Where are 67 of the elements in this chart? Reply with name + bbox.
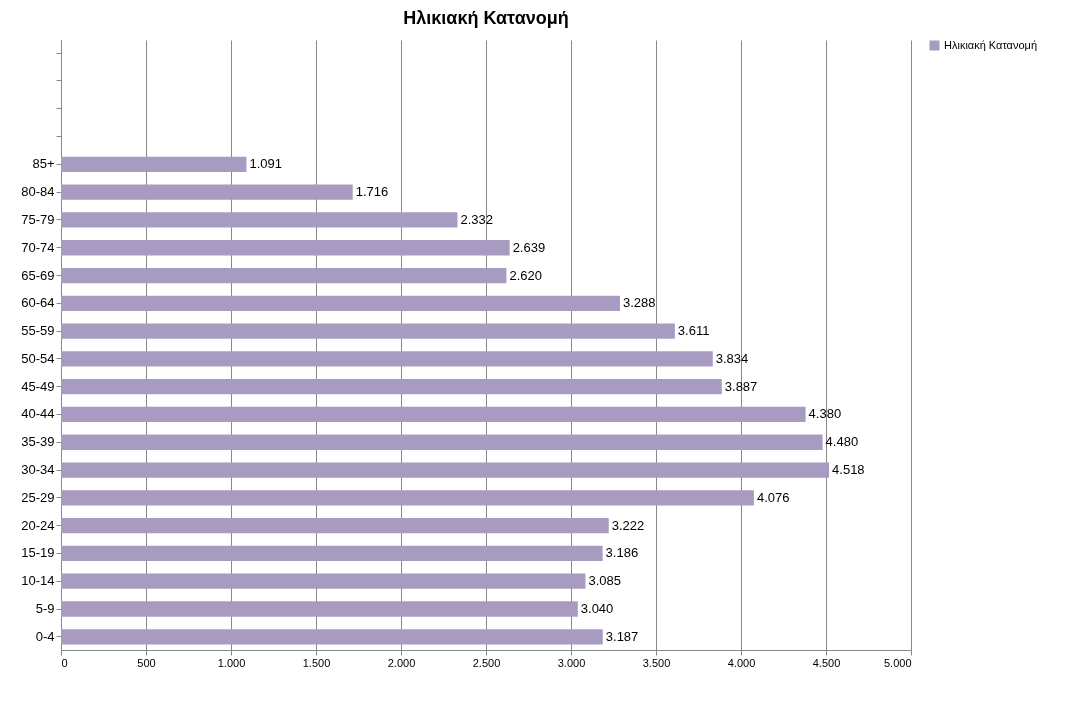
data-label: 3.288 [622, 295, 656, 311]
data-label: 2.620 [509, 267, 542, 283]
y-tick-label: 55-59 [21, 323, 55, 339]
y-tick-label: 75-79 [21, 211, 55, 227]
data-label: 3.611 [677, 323, 710, 339]
x-tick-label: 2.500 [472, 656, 501, 669]
data-label: 3.834 [715, 350, 749, 366]
data-label: 4.480 [825, 434, 859, 450]
y-tick-label: 35-39 [21, 434, 55, 450]
data-label: 4.380 [808, 406, 842, 422]
y-tick-label: 30-34 [21, 462, 55, 478]
bar [61, 601, 578, 617]
bar [61, 184, 353, 200]
y-tick-label: 15-19 [21, 545, 55, 561]
bar [61, 295, 620, 311]
x-tick-label: 4.500 [812, 656, 841, 669]
y-tick-label: 10-14 [21, 573, 55, 589]
data-label: 3.085 [588, 573, 621, 589]
x-tick-label: 5.000 [883, 656, 912, 669]
y-tick-label: 5-9 [35, 601, 55, 617]
x-tick-label: 1.000 [217, 656, 246, 669]
data-label: 3.186 [605, 545, 639, 561]
data-label: 1.091 [249, 156, 283, 172]
y-tick-label: 40-44 [21, 406, 55, 422]
x-tick-label: 2.000 [387, 656, 416, 669]
y-tick-label: 65-69 [21, 267, 55, 283]
y-tick-label: 25-29 [21, 489, 55, 505]
bar [61, 267, 507, 284]
y-tick-label: 20-24 [21, 517, 55, 533]
x-tick-label: 0 [61, 656, 68, 669]
x-tick-label: 3.500 [642, 656, 671, 669]
data-label: 2.639 [512, 239, 546, 255]
data-label: 2.332 [460, 211, 493, 227]
bar [61, 240, 510, 256]
bar [61, 379, 722, 395]
data-label: 3.040 [580, 601, 614, 617]
data-label: 3.187 [605, 628, 639, 644]
x-tick-label: 3.000 [557, 656, 586, 669]
bar [61, 156, 247, 172]
x-tick-label: 4.000 [727, 656, 756, 669]
bar [61, 434, 823, 450]
bar [61, 545, 603, 562]
bar [61, 518, 609, 534]
data-label: 4.518 [832, 462, 865, 478]
data-label: 3.222 [611, 517, 645, 533]
y-tick-label: 85+ [32, 156, 55, 172]
y-tick-label: 70-74 [21, 239, 55, 255]
bar [61, 212, 458, 228]
bar [61, 573, 586, 589]
data-label: 3.887 [724, 378, 758, 394]
y-tick-label: 45-49 [21, 378, 55, 394]
x-tick-label: 1.500 [302, 656, 331, 669]
legend-label: Ηλικιακή Κατανομή [944, 38, 1038, 51]
bar [61, 351, 713, 367]
x-tick-label: 500 [137, 656, 156, 669]
data-label: 1.716 [355, 184, 389, 200]
bar [61, 629, 603, 645]
bar [61, 490, 754, 506]
bar [61, 406, 806, 423]
bar [61, 462, 830, 478]
y-tick-label: 60-64 [21, 295, 55, 311]
chart-title: Ηλικιακή Κατανομή [403, 8, 569, 28]
bar [61, 323, 675, 339]
y-tick-label: 0-4 [35, 628, 55, 644]
y-tick-label: 80-84 [21, 184, 55, 200]
data-label: 4.076 [756, 489, 790, 505]
y-tick-label: 50-54 [21, 350, 55, 366]
